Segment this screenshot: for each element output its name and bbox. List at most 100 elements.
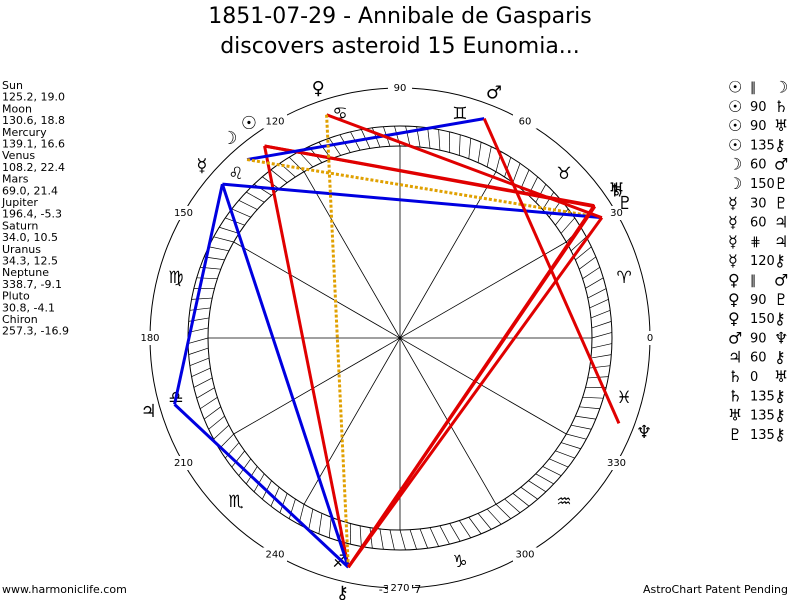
aspect-planet: ♀	[728, 290, 740, 309]
ring-hatch	[535, 184, 547, 203]
aspect-planet: ♆	[774, 328, 788, 347]
aspect-planet: ☿	[728, 193, 738, 212]
aspect-planet: ⚷	[774, 251, 786, 270]
aspect-type: 60	[750, 351, 767, 366]
ring-hatch	[542, 191, 555, 210]
ring-hatch	[495, 504, 512, 520]
degree-label: 270	[390, 583, 409, 594]
aspect-type: 135	[750, 138, 775, 153]
zodiac-sign: ♍	[168, 268, 183, 288]
aspect-type: 60	[750, 158, 767, 173]
zodiac-sign: ♑	[452, 552, 467, 572]
ring-hatch	[512, 493, 530, 507]
planet-glyph: ☿	[196, 155, 207, 176]
aspect-planet: ♂	[728, 328, 742, 347]
aspect-type: 90	[750, 293, 767, 308]
ring-hatch	[191, 297, 213, 300]
ring-hatch	[188, 347, 209, 355]
aspect-type: 120	[750, 254, 775, 269]
ring-hatch	[582, 396, 604, 399]
degree-label: 30	[610, 208, 623, 219]
ring-hatch	[238, 458, 252, 476]
degree-label-bg	[171, 206, 196, 220]
aspect-planet: ♂	[774, 271, 788, 290]
degree-label: 300	[515, 550, 534, 561]
planet-position: 196.4, -5.3	[2, 208, 62, 221]
aspect-type: 60	[750, 216, 767, 231]
ring-hatch	[570, 236, 587, 252]
planet-position: 34.3, 12.5	[2, 255, 58, 268]
aspect-line	[222, 182, 602, 220]
planet-glyph: ♅	[608, 179, 624, 200]
degree-label-bg	[604, 456, 629, 470]
ring-hatch	[591, 332, 613, 339]
aspect-type: 0	[750, 370, 758, 385]
ring-hatch	[486, 146, 492, 167]
aspect-planet: ♇	[774, 174, 788, 193]
aspect-type: 150	[750, 312, 775, 327]
aspect-type: 90	[750, 119, 767, 134]
degree-label: 150	[174, 208, 193, 219]
planet-glyph: ♃	[141, 401, 157, 422]
ring-hatch	[389, 529, 395, 551]
aspect-line	[263, 145, 350, 568]
ring-hatch	[486, 508, 502, 525]
aspect-planet: ♅	[774, 367, 788, 386]
planet-position: 125.2, 19.0	[2, 91, 65, 104]
aspect-planet: ♃	[774, 213, 788, 232]
zodiac-sign: ♏	[228, 492, 243, 512]
ring-hatch	[477, 142, 482, 163]
ring-hatch	[555, 208, 569, 226]
ring-hatch	[555, 450, 575, 459]
ring-hatch	[399, 529, 406, 551]
degree-label: 0	[647, 333, 653, 344]
aspect-line	[347, 216, 604, 569]
planet-glyph: ☽	[221, 128, 237, 149]
planet-name: Moon	[2, 102, 32, 115]
ring-hatch	[458, 134, 461, 156]
degree-label-bg	[388, 581, 412, 595]
ring-hatch	[219, 226, 240, 234]
ring-hatch	[379, 528, 384, 550]
degree-label-bg	[171, 456, 196, 470]
aspect-line	[325, 114, 350, 568]
degree-label-bg	[388, 81, 412, 95]
aspect-planet: ♄	[774, 97, 788, 116]
aspect-planet: ☽	[728, 174, 742, 193]
aspect-planet: ⚷	[774, 135, 786, 154]
ring-hatch	[459, 520, 472, 539]
planet-position: 130.6, 18.8	[2, 114, 65, 127]
aspect-line	[173, 403, 350, 569]
ring-hatch	[203, 406, 221, 420]
title-line: discovers asteroid 15 Eunomia...	[220, 34, 580, 59]
aspect-planet: ♀	[728, 309, 740, 328]
footer-left: www.harmoniclife.com	[2, 583, 127, 596]
degree-label: 210	[174, 458, 193, 469]
ring-hatch	[520, 486, 538, 500]
ring-hatch	[520, 169, 530, 189]
aspect-planet: ☉	[728, 78, 742, 97]
aspect-type: 150	[750, 177, 775, 192]
planet-name: Venus	[2, 149, 35, 162]
ring-hatch	[246, 191, 265, 203]
aspect-planet: ☿	[728, 251, 738, 270]
ring-hatch	[238, 200, 258, 210]
aspect-planet: ⚷	[774, 425, 786, 444]
planet-glyph: ☉	[241, 113, 257, 134]
ring-hatch	[208, 246, 229, 252]
degree-label: 60	[519, 116, 532, 127]
planet-position: 139.1, 16.6	[2, 138, 65, 151]
degree-label-bg	[513, 547, 537, 562]
aspect-planet: ☉	[728, 116, 742, 135]
ring-hatch	[591, 321, 612, 329]
ring-hatch	[187, 337, 209, 344]
planet-glyph: ♀	[312, 78, 325, 99]
aspect-planet: ♂	[774, 155, 788, 174]
aspect-planet: ♀	[728, 271, 740, 290]
planet-name: Jupiter	[1, 196, 38, 209]
aspect-line	[173, 183, 224, 405]
aspect-planet: ♄	[728, 367, 742, 386]
aspect-type: 90	[750, 100, 767, 115]
ring-hatch	[288, 498, 296, 519]
aspect-type: ⋕	[750, 235, 761, 250]
